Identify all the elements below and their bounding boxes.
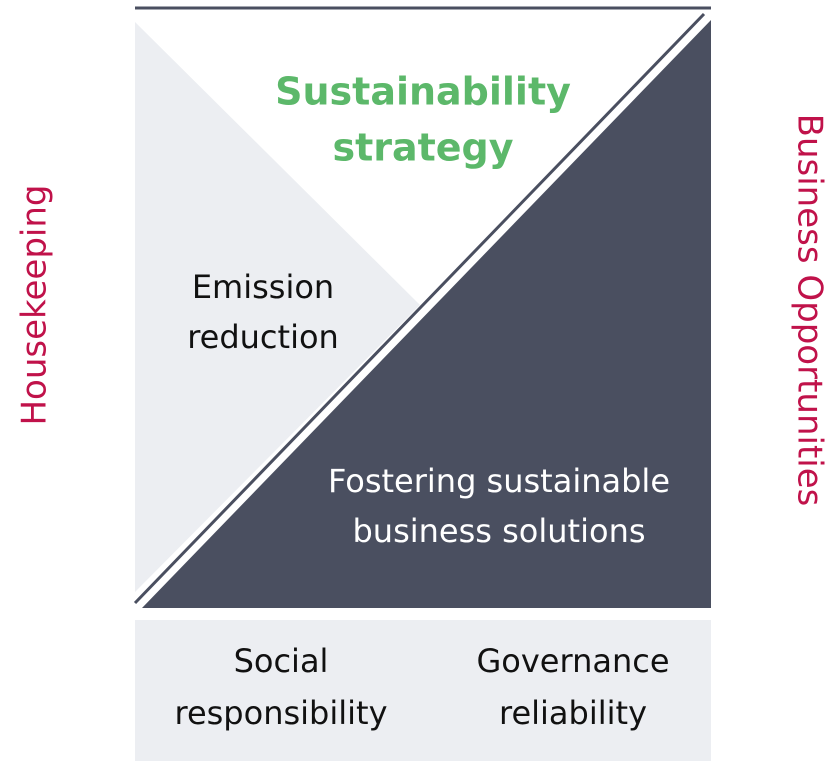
emission-line: Emission — [192, 268, 334, 306]
right-label: Business Opportunities — [790, 114, 830, 507]
fostering-line: business solutions — [352, 512, 645, 550]
governance-line: reliability — [499, 694, 647, 732]
social-line: responsibility — [174, 694, 387, 732]
governance-line: Governance — [476, 642, 669, 680]
strategy-line: Sustainability — [275, 70, 571, 114]
social-line: Social — [234, 642, 329, 680]
housekeeping-area — [135, 22, 420, 592]
fostering-line: Fostering sustainable — [328, 462, 670, 500]
emission-line: reduction — [187, 318, 339, 356]
left-label: Housekeeping — [15, 184, 55, 425]
opportunities-area — [142, 20, 711, 608]
base-box — [135, 620, 711, 761]
strategy-line: strategy — [332, 126, 513, 170]
diagonal-line — [133, 12, 706, 605]
